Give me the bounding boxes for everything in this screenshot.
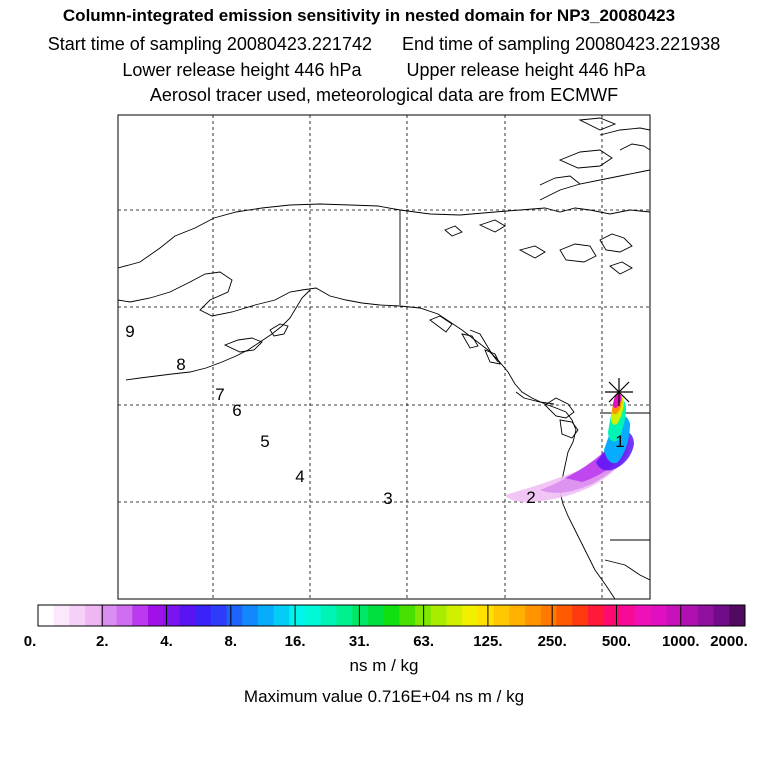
colorbar-swatch <box>226 605 243 626</box>
colorbar-tick-label: 2000. <box>710 633 748 650</box>
colorbar-swatch <box>635 605 652 626</box>
colorbar-tick-label: 8. <box>225 633 238 650</box>
chart-title: Column-integrated emission sensitivity i… <box>62 6 676 25</box>
day-markers: 1 2 3 4 567 8 9 <box>125 322 624 508</box>
colorbar-units: ns m / kg <box>349 656 419 675</box>
end-time-label: End time of sampling 20080423.221938 <box>402 34 721 54</box>
maximum-value-label: Maximum value 0.716E+04 ns m / kg <box>243 687 525 706</box>
day-marker-8: 8 <box>176 355 185 374</box>
day-marker-7: 7 <box>215 385 224 404</box>
day-marker-6: 6 <box>232 401 241 420</box>
asterisk-icon <box>605 378 633 406</box>
colorbar-swatch <box>69 605 86 626</box>
day-marker-9: 9 <box>125 322 134 341</box>
colorbar-swatch <box>336 605 353 626</box>
colorbar-swatch <box>100 605 118 626</box>
colorbar-swatch <box>729 605 746 626</box>
colorbar-swatch <box>399 605 416 626</box>
colorbar-swatch <box>462 605 479 626</box>
colorbar-swatch <box>85 605 102 626</box>
colorbar-swatch <box>367 605 385 626</box>
colorbar-swatch <box>195 605 212 626</box>
colorbar-swatch <box>697 605 715 626</box>
colorbar-tick-label: 500. <box>602 633 631 650</box>
colorbar-swatch <box>713 605 730 626</box>
colorbar-swatch <box>210 605 228 626</box>
colorbar-swatch <box>572 605 589 626</box>
colorbar-tick-label: 16. <box>285 633 306 650</box>
colorbar-swatch <box>163 605 180 626</box>
colorbar-tick-label: 125. <box>473 633 502 650</box>
day-marker-2: 2 <box>526 488 535 507</box>
colorbar-swatch <box>477 605 495 626</box>
colorbar-tick-labels: 0. 2. 4. 8. 16. 31. 63. 125. 250. 500. 1000. 2000. <box>24 605 748 650</box>
colorbar-swatch <box>273 605 290 626</box>
colorbar-swatch <box>289 605 306 626</box>
lower-release-label: Lower release height 446 hPa <box>122 60 362 80</box>
colorbar-swatch <box>147 605 165 626</box>
day-marker-1: 1 <box>615 432 624 451</box>
graticule <box>118 115 650 599</box>
colorbar-swatch <box>257 605 275 626</box>
colorbar-tick-label: 63. <box>413 633 434 650</box>
sampling-time-row: Start time of sampling 20080423.221742 E… <box>0 33 768 55</box>
start-time-label: Start time of sampling 20080423.221742 <box>47 34 372 54</box>
colorbar-tick-label: 1000. <box>662 633 700 650</box>
colorbar-swatch <box>493 605 510 626</box>
colorbar-swatch <box>603 605 620 626</box>
colorbar-swatch <box>430 605 447 626</box>
colorbar-swatch <box>587 605 605 626</box>
colorbar-swatch <box>242 605 259 626</box>
colorbar-swatch <box>179 605 196 626</box>
colorbar-tick-label: 31. <box>349 633 370 650</box>
colorbar-swatch <box>556 605 573 626</box>
colorbar-swatch <box>619 605 636 626</box>
colorbar-swatch <box>525 605 542 626</box>
colorbar-swatch <box>666 605 683 626</box>
colorbar-frame <box>37 604 746 627</box>
colorbar-swatch <box>650 605 667 626</box>
colorbar-swatch <box>116 605 133 626</box>
colorbar-swatch <box>352 605 369 626</box>
tracer-info: Aerosol tracer used, meteorological data… <box>149 85 619 105</box>
release-height-row: Lower release height 446 hPa Upper relea… <box>0 59 768 81</box>
colorbar <box>37 604 746 627</box>
colorbar-swatch <box>38 605 55 626</box>
colorbar-tick-label: 250. <box>538 633 567 650</box>
colorbar-swatch <box>132 605 149 626</box>
colorbar-swatch <box>53 605 70 626</box>
day-marker-5: 5 <box>260 432 269 451</box>
colorbar-tick-label: 2. <box>96 633 109 650</box>
day-marker-3: 3 <box>383 489 392 508</box>
colorbar-swatch <box>446 605 463 626</box>
colorbar-tick-label: 0. <box>24 633 37 650</box>
day-marker-4: 4 <box>295 467 304 486</box>
upper-release-label: Upper release height 446 hPa <box>406 60 646 80</box>
map-frame <box>117 114 651 600</box>
colorbar-swatch <box>305 605 322 626</box>
colorbar-swatch <box>320 605 338 626</box>
emission-sensitivity-plume <box>505 392 634 503</box>
colorbar-swatch <box>682 605 699 626</box>
colorbar-swatch <box>383 605 400 626</box>
colorbar-swatch <box>509 605 526 626</box>
colorbar-swatch <box>540 605 557 626</box>
colorbar-tick-label: 4. <box>160 633 173 650</box>
